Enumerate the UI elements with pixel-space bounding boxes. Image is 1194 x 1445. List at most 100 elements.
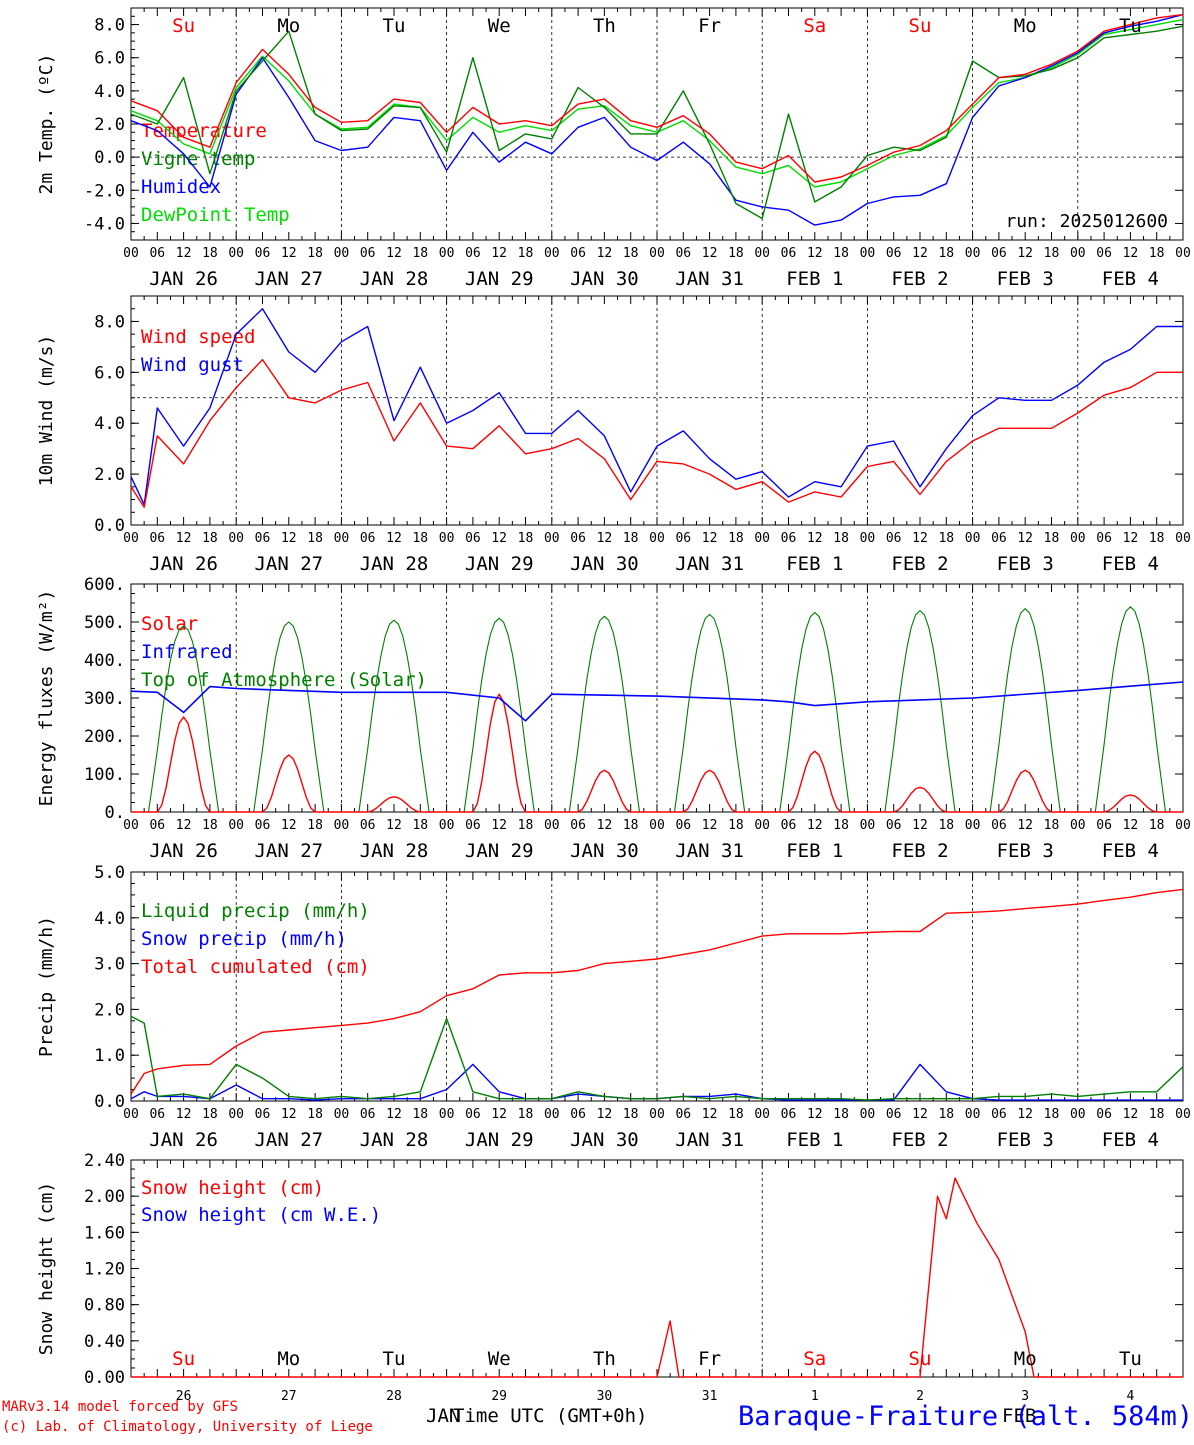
x-date-label: FEB 1 [786, 1129, 843, 1151]
infrared-line [130, 681, 1184, 722]
day-number-label: 3 [1021, 1389, 1029, 1404]
x-hour-label: 00 [123, 818, 139, 833]
x-hour-label: 18 [1149, 246, 1165, 261]
x-hour-label: 18 [623, 1107, 639, 1122]
series-line [130, 888, 1184, 1095]
footer-credit-1: MARv3.14 model forced by GFS [2, 1399, 239, 1415]
x-hour-label: 00 [228, 1107, 244, 1122]
x-date-label: FEB 1 [786, 840, 843, 862]
x-hour-label: 18 [202, 1107, 218, 1122]
x-hour-label: 00 [334, 818, 350, 833]
x-hour-label: 06 [886, 818, 902, 833]
x-hour-label: 06 [465, 1107, 481, 1122]
x-hour-label: 18 [938, 246, 954, 261]
x-hour-label: 18 [938, 531, 954, 546]
x-hour-label: 06 [255, 1107, 271, 1122]
x-hour-label: 18 [202, 531, 218, 546]
x-hour-label: 00 [1175, 531, 1191, 546]
x-hour-label: 00 [754, 531, 770, 546]
station-title: Baraque-Fraiture (alt. 584m) [738, 1401, 1194, 1432]
y-axis-label: 10m Wind (m/s) [36, 335, 57, 487]
x-hour-label: 00 [1070, 246, 1086, 261]
x-hour-label: 12 [281, 531, 297, 546]
y-axis-label: 2m Temp. (ºC) [36, 54, 57, 195]
x-hour-label: 06 [675, 246, 691, 261]
x-hour-label: 00 [123, 246, 139, 261]
x-hour-label: 12 [386, 531, 402, 546]
x-hour-label: 06 [149, 246, 165, 261]
x-date-label: FEB 4 [1102, 268, 1159, 290]
legend-entry: Top of Atmosphere (Solar) [141, 669, 427, 691]
x-hour-label: 18 [518, 818, 534, 833]
x-hour-label: 06 [886, 1107, 902, 1122]
day-number-label: 31 [702, 1389, 718, 1404]
x-hour-label: 06 [1096, 818, 1112, 833]
series-line [130, 358, 1183, 508]
x-hour-label: 18 [833, 1107, 849, 1122]
y-tick-label: 0.0 [94, 148, 125, 168]
x-date-label: JAN 26 [149, 1129, 218, 1151]
y-tick-label: 4.0 [94, 82, 125, 102]
day-number-label: 2 [916, 1389, 924, 1404]
x-hour-label: 12 [597, 246, 613, 261]
y-tick-label: 6.0 [94, 363, 125, 383]
x-date-label: JAN 30 [570, 553, 639, 575]
weekday-label: Su [909, 1348, 932, 1370]
series-line [130, 18, 1184, 188]
x-hour-label: 00 [754, 1107, 770, 1122]
x-hour-label: 18 [307, 818, 323, 833]
x-hour-label: 12 [912, 531, 928, 546]
y-tick-label: 0. [105, 803, 125, 823]
x-hour-label: 00 [1070, 818, 1086, 833]
solar-line [131, 693, 1183, 813]
run-annotation: run: 2025012600 [1005, 211, 1168, 232]
x-hour-label: 06 [991, 531, 1007, 546]
x-hour-label: 18 [518, 1107, 534, 1122]
weekday-label: Tu [383, 15, 406, 37]
y-tick-label: 2.40 [84, 1151, 125, 1171]
x-hour-label: 06 [149, 818, 165, 833]
month-left-label: JAN [426, 1405, 461, 1427]
x-hour-label: 00 [439, 1107, 455, 1122]
x-hour-label: 18 [938, 1107, 954, 1122]
x-hour-label: 12 [702, 818, 718, 833]
weekday-label: Th [593, 15, 616, 37]
weekday-label: Tu [383, 1348, 406, 1370]
x-date-label: JAN 28 [360, 268, 429, 290]
x-hour-label: 06 [360, 531, 376, 546]
x-hour-label: 12 [386, 1107, 402, 1122]
series-line [131, 1177, 1183, 1378]
y-tick-label: 0.0 [94, 516, 125, 536]
x-hour-label: 06 [1096, 246, 1112, 261]
x-hour-label: 00 [544, 531, 560, 546]
x-hour-label: 18 [1149, 1107, 1165, 1122]
x-hour-label: 06 [781, 1107, 797, 1122]
y-tick-label: 8.0 [94, 312, 125, 332]
x-hour-label: 06 [570, 1107, 586, 1122]
series-line [130, 13, 1184, 183]
x-hour-label: 00 [228, 531, 244, 546]
x-hour-label: 00 [228, 246, 244, 261]
x-hour-label: 00 [965, 531, 981, 546]
x-hour-label: 00 [1175, 1107, 1191, 1122]
y-tick-label: 3.0 [94, 955, 125, 975]
weekday-label: Su [172, 15, 195, 37]
x-hour-label: 12 [1017, 1107, 1033, 1122]
y-tick-label: 1.20 [84, 1260, 125, 1280]
x-hour-label: 06 [570, 818, 586, 833]
y-tick-label: 0.40 [84, 1332, 125, 1352]
x-hour-label: 18 [307, 1107, 323, 1122]
day-number-label: 28 [386, 1389, 402, 1404]
y-tick-label: 2.0 [94, 1000, 125, 1020]
x-hour-label: 00 [649, 818, 665, 833]
y-tick-label: 2.0 [94, 465, 125, 485]
x-hour-label: 18 [412, 1107, 428, 1122]
x-hour-label: 18 [728, 818, 744, 833]
x-hour-label: 00 [649, 531, 665, 546]
x-date-label: FEB 2 [891, 840, 948, 862]
y-tick-label: 0.80 [84, 1296, 125, 1316]
weekday-label: Th [593, 1348, 616, 1370]
x-hour-label: 12 [702, 246, 718, 261]
x-hour-label: 00 [860, 818, 876, 833]
day-number-label: 1 [811, 1389, 819, 1404]
